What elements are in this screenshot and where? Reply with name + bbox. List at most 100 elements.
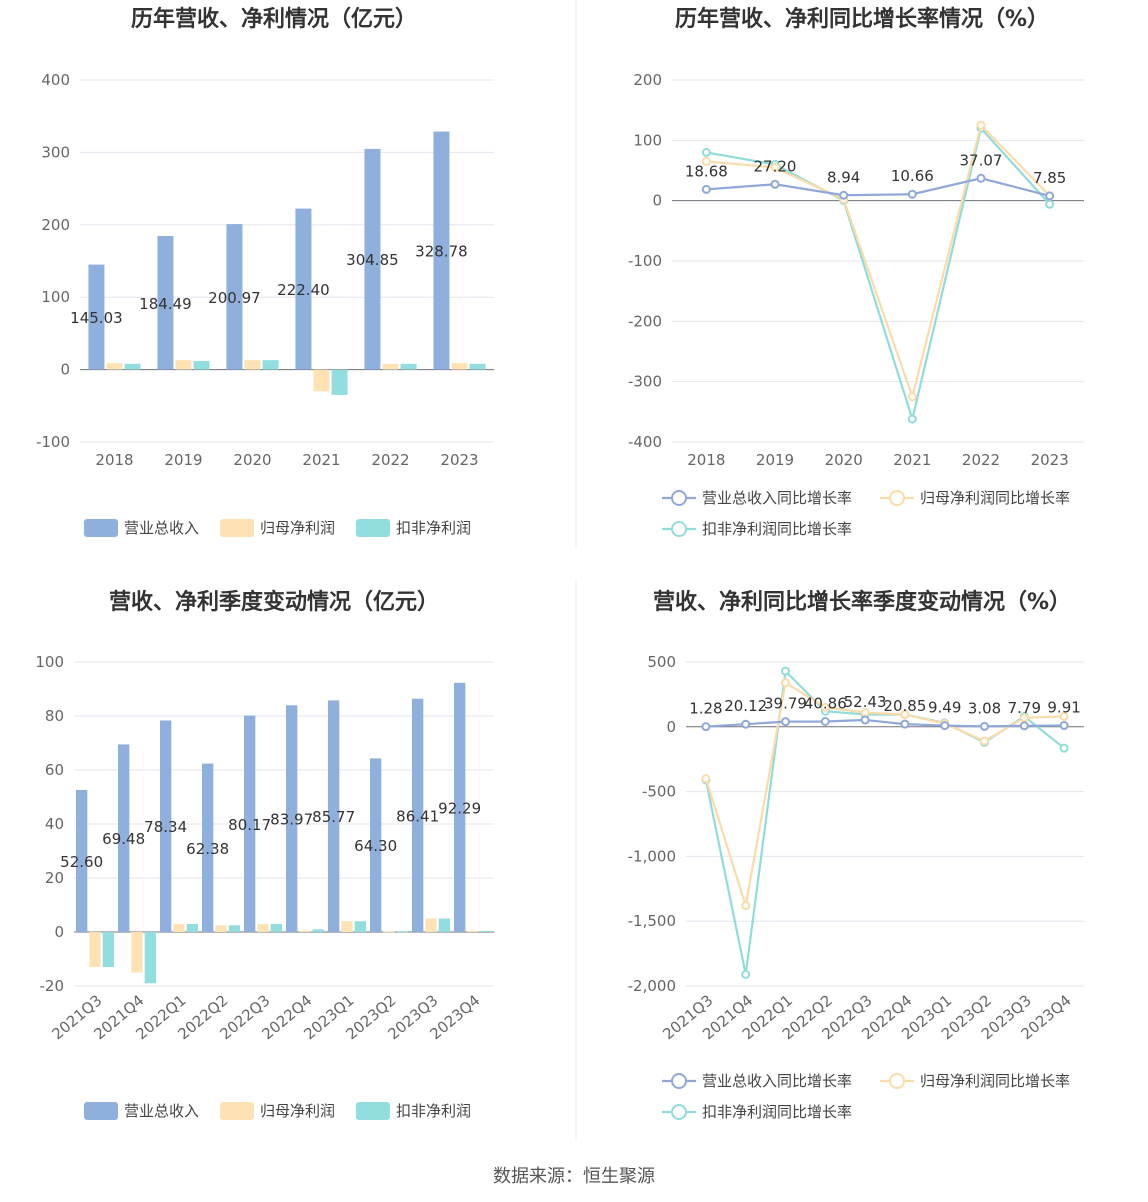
legend-swatch <box>220 1102 254 1120</box>
bar-deducted-profit <box>469 363 486 370</box>
series-point <box>907 189 917 199</box>
series-point <box>839 190 849 200</box>
series-point <box>976 173 986 183</box>
bar-deducted-profit <box>331 369 348 395</box>
series-line-deducted-line <box>706 125 1051 424</box>
legend-label: 扣非净利润 <box>396 1102 471 1120</box>
data-label: 200.97 <box>208 289 261 307</box>
data-label: 7.85 <box>1033 169 1066 187</box>
y-tick-label: 0 <box>652 192 662 210</box>
y-tick-label: -500 <box>642 783 676 801</box>
chart-title: 营收、净利同比增长率季度变动情况（%） <box>653 589 1071 615</box>
bar-deducted-profit <box>228 925 241 932</box>
bar-net-profit <box>257 923 269 932</box>
bar-revenue <box>285 705 298 932</box>
bar-revenue <box>243 715 256 932</box>
series-point <box>820 717 830 727</box>
legend-label: 归母净利润同比增长率 <box>920 489 1070 507</box>
bar-revenue <box>157 236 174 370</box>
bar-revenue <box>411 698 424 932</box>
bar-revenue <box>433 131 450 370</box>
bar-deducted-profit <box>400 363 417 370</box>
y-tick-label: 40 <box>45 815 64 833</box>
data-label: 184.49 <box>139 295 192 313</box>
y-tick-label: 60 <box>45 761 64 779</box>
legend-item: 归母净利润 <box>220 1102 335 1120</box>
legend-item: 归母净利润同比增长率 <box>880 489 1070 507</box>
bar-deducted-profit <box>144 932 157 984</box>
y-tick-label: 400 <box>41 71 70 89</box>
data-label: 27.20 <box>754 157 797 175</box>
data-label: 20.12 <box>724 697 767 715</box>
data-label: 69.48 <box>102 830 145 848</box>
series-point <box>701 774 711 784</box>
legend-label: 归母净利润 <box>260 519 335 537</box>
legend-item: 营业总收入同比增长率 <box>662 489 852 507</box>
legend-item: 归母净利润同比增长率 <box>880 1072 1070 1090</box>
series-point <box>701 184 711 194</box>
legend-label: 营业总收入 <box>124 519 199 537</box>
data-label: 3.08 <box>968 699 1001 717</box>
quarterly-growth-chart: 营收、净利同比增长率季度变动情况（%） -2,000 -1,500 -1,000 -50… <box>628 589 1084 1121</box>
legend-label: 扣非净利润同比增长率 <box>702 520 852 538</box>
bar-revenue <box>369 758 382 932</box>
bar-deducted-profit <box>270 923 283 932</box>
data-label: 9.49 <box>928 699 961 717</box>
bar-net-profit <box>451 363 468 370</box>
series-point <box>907 392 917 402</box>
data-label: 83.97 <box>270 811 313 829</box>
bar-net-profit <box>383 931 395 933</box>
data-label: 86.41 <box>396 807 439 825</box>
y-tick-label: 300 <box>41 143 70 161</box>
legend-item: 扣非净利润 <box>356 1102 471 1120</box>
legend-swatch <box>356 519 390 537</box>
bar-revenue <box>364 148 381 370</box>
data-source-footer: 数据来源：恒生聚源 <box>493 1166 655 1187</box>
series-line-revenue-line <box>705 718 1065 728</box>
data-label: 304.85 <box>346 251 399 269</box>
y-tick-label: 500 <box>647 653 676 671</box>
series-point <box>900 719 910 729</box>
series-point <box>976 120 986 130</box>
x-tick-label: 2021 <box>893 451 931 469</box>
bar-net-profit <box>89 932 101 968</box>
series-point <box>1059 743 1069 753</box>
series-point <box>860 715 870 725</box>
bar-revenue <box>117 744 130 932</box>
series-point <box>980 721 989 731</box>
legend-item: 扣非净利润同比增长率 <box>662 1103 852 1121</box>
series-point <box>770 162 780 172</box>
series-point <box>770 179 780 189</box>
data-label: 1.28 <box>689 700 722 718</box>
x-tick-label: 2022 <box>962 451 1000 469</box>
series-point <box>1045 191 1055 201</box>
y-tick-label: -400 <box>628 433 662 451</box>
bar-net-profit <box>341 921 353 932</box>
series-point <box>701 147 711 157</box>
bar-net-profit <box>173 923 185 932</box>
data-label: 8.94 <box>827 168 860 186</box>
y-tick-label: 200 <box>41 216 70 234</box>
data-label: 20.85 <box>883 697 926 715</box>
legend-marker <box>671 490 687 506</box>
bar-revenue <box>201 763 214 932</box>
legend-marker <box>671 521 687 537</box>
data-label: 7.79 <box>1008 699 1041 717</box>
legend-item: 营业总收入同比增长率 <box>662 1072 852 1090</box>
y-tick-label: 200 <box>633 71 662 89</box>
y-tick-label: 0 <box>54 923 64 941</box>
legend-label: 扣非净利润 <box>396 519 471 537</box>
data-label: 62.38 <box>186 840 229 858</box>
y-tick-label: -100 <box>36 433 70 451</box>
bar-net-profit <box>382 363 399 370</box>
bar-revenue <box>327 700 340 932</box>
series-point <box>781 666 790 676</box>
bar-revenue <box>75 789 88 932</box>
legend-swatch <box>84 519 118 537</box>
x-tick-label: 2019 <box>164 451 202 469</box>
series-point <box>1019 713 1029 723</box>
y-tick-label: 100 <box>35 653 64 671</box>
legend-item: 归母净利润 <box>220 519 335 537</box>
chart-title: 营收、净利季度变动情况（亿元） <box>109 589 439 615</box>
